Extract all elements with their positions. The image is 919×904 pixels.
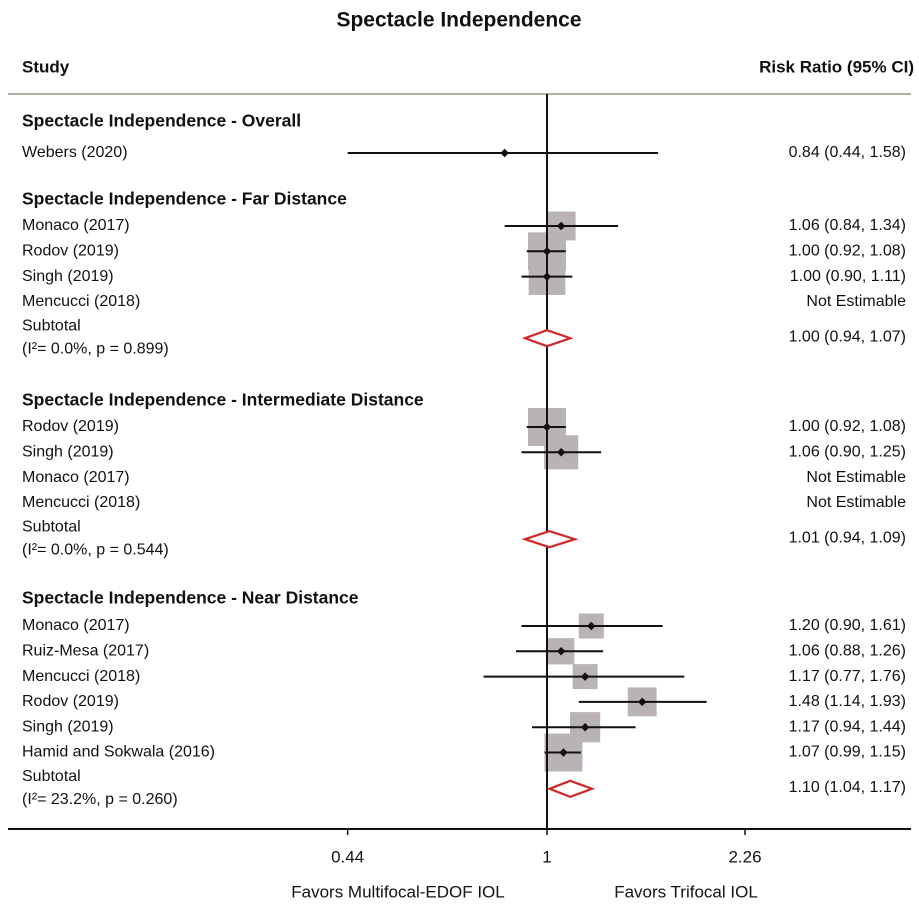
- effect-estimate-text: 1.06 (0.88, 1.26): [789, 643, 906, 660]
- effect-estimate-text: 0.84 (0.44, 1.58): [789, 144, 906, 161]
- effect-estimate-text: 1.17 (0.77, 1.76): [789, 668, 906, 685]
- x-tick-label: 0.44: [331, 847, 364, 866]
- study-label: Mencucci (2018): [22, 668, 140, 685]
- study-label: Rodov (2019): [22, 693, 119, 710]
- risk-ratio-column-header: Risk Ratio (95% CI): [759, 57, 914, 76]
- effect-estimate-text: 1.00 (0.90, 1.11): [790, 268, 906, 285]
- study-label: Monaco (2017): [22, 217, 130, 234]
- subtotal-diamond: [546, 779, 596, 798]
- point-estimate: [587, 621, 596, 631]
- group-title: Spectacle Independence - Near Distance: [22, 588, 359, 608]
- point-estimate: [542, 272, 552, 281]
- group-title: Spectacle Independence - Intermediate Di…: [22, 390, 424, 410]
- effect-estimate-text: 1.00 (0.92, 1.08): [789, 243, 906, 260]
- point-estimate: [559, 748, 568, 757]
- point-estimate: [580, 722, 590, 732]
- group-title: Spectacle Independence - Far Distance: [22, 189, 347, 209]
- favors-right-label: Favors Trifocal IOL: [614, 882, 758, 901]
- effect-estimate-text: 1.00 (0.92, 1.08): [789, 418, 906, 435]
- study-label: Mencucci (2018): [22, 494, 140, 511]
- x-tick-label: 2.26: [728, 847, 761, 866]
- subtotal-label: Subtotal: [22, 518, 81, 535]
- effect-estimate-text: Not Estimable: [806, 494, 906, 511]
- effect-estimate-text: 1.06 (0.84, 1.34): [789, 217, 906, 234]
- heterogeneity-stats: (I²= 0.0%, p = 0.899): [22, 340, 169, 357]
- subtotal-diamond: [521, 530, 579, 549]
- subtotal-estimate-text: 1.00 (0.94, 1.07): [789, 328, 906, 345]
- point-estimate: [556, 647, 566, 656]
- study-label: Hamid and Sokwala (2016): [22, 744, 215, 761]
- study-label: Monaco (2017): [22, 617, 130, 634]
- study-label: Ruiz-Mesa (2017): [22, 643, 149, 660]
- subtotal-label: Subtotal: [22, 768, 81, 785]
- effect-estimate-text: Not Estimable: [806, 293, 906, 310]
- subtotal-diamond: [521, 329, 574, 348]
- favors-left-label: Favors Multifocal-EDOF IOL: [291, 882, 505, 901]
- point-estimate: [500, 148, 509, 158]
- study-label: Webers (2020): [22, 144, 128, 161]
- study-label: Rodov (2019): [22, 418, 119, 435]
- point-estimate: [542, 422, 552, 432]
- point-estimate: [637, 697, 647, 707]
- x-tick-label: 1: [542, 847, 551, 866]
- effect-estimate-text: 1.17 (0.94, 1.44): [789, 718, 906, 735]
- study-label: Rodov (2019): [22, 243, 119, 260]
- effect-estimate-text: Not Estimable: [806, 469, 906, 486]
- study-label: Singh (2019): [22, 718, 114, 735]
- study-label: Mencucci (2018): [22, 293, 140, 310]
- effect-estimate-text: 1.20 (0.90, 1.61): [789, 617, 906, 634]
- heterogeneity-stats: (I²= 0.0%, p = 0.544): [22, 541, 169, 558]
- point-estimate: [580, 672, 590, 681]
- heterogeneity-stats: (I²= 23.2%, p = 0.260): [22, 791, 178, 808]
- point-estimate: [556, 448, 566, 457]
- chart-title: Spectacle Independence: [336, 9, 581, 32]
- study-column-header: Study: [22, 57, 70, 76]
- subtotal-estimate-text: 1.10 (1.04, 1.17): [789, 779, 906, 796]
- subtotal-estimate-text: 1.01 (0.94, 1.09): [789, 529, 906, 546]
- subtotal-label: Subtotal: [22, 317, 81, 334]
- study-label: Singh (2019): [22, 268, 114, 285]
- group-title: Spectacle Independence - Overall: [22, 111, 301, 131]
- effect-estimate-text: 1.48 (1.14, 1.93): [789, 693, 906, 710]
- effect-estimate-text: 1.06 (0.90, 1.25): [789, 444, 906, 461]
- study-label: Singh (2019): [22, 444, 114, 461]
- effect-estimate-text: 1.07 (0.99, 1.15): [789, 744, 906, 761]
- study-label: Monaco (2017): [22, 469, 130, 486]
